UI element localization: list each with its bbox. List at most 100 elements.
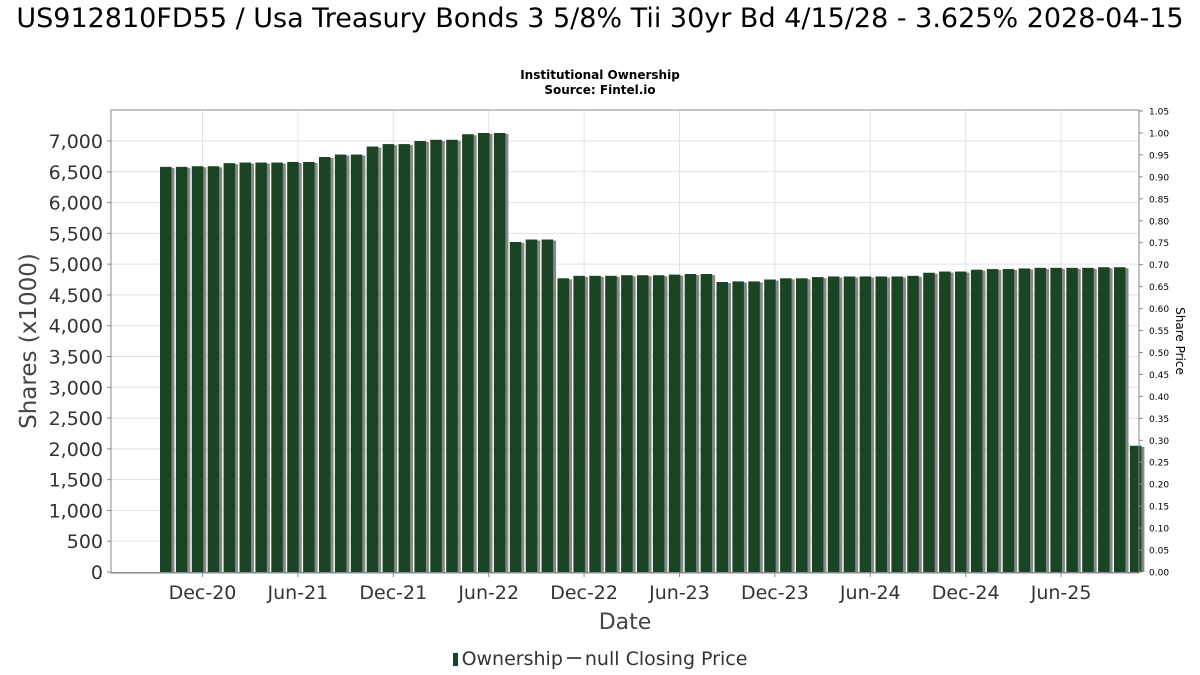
x-tick-label: Dec-24 — [932, 582, 1000, 604]
ownership-bar — [255, 162, 267, 573]
y2-tick-label: 0.30 — [1149, 437, 1169, 447]
y-axis-label: Shares (x1000) — [16, 253, 42, 429]
ownership-bar — [637, 275, 649, 572]
ownership-bar — [478, 132, 490, 572]
ownership-bar — [160, 166, 172, 573]
ownership-bar — [811, 277, 824, 572]
y2-tick-label: 0.95 — [1149, 151, 1169, 161]
y-tick-label: 5,000 — [49, 254, 103, 276]
ownership-bar — [748, 281, 760, 572]
ownership-bar — [446, 139, 458, 573]
y-tick-label: 4,500 — [49, 285, 103, 307]
ownership-bar — [462, 134, 474, 572]
ownership-bar — [907, 275, 919, 572]
subtitle-line-1: Institutional Ownership — [520, 68, 680, 82]
y-tick-label: 1,000 — [49, 500, 103, 522]
y2-tick-label: 0.05 — [1149, 547, 1169, 557]
y2-tick-label: 0.85 — [1149, 195, 1169, 205]
ownership-bar — [668, 274, 681, 572]
y-axis-left: 0 500 1,000 1,500 2,000 2,500 3,000 3,500 4,000 4… — [49, 131, 111, 584]
ownership-bar — [923, 272, 935, 572]
legend-price-label: null Closing Price — [584, 648, 748, 670]
y2-tick-label: 0.10 — [1149, 525, 1169, 535]
ownership-bar — [430, 139, 442, 573]
y2-tick-label: 0.25 — [1149, 459, 1169, 469]
ownership-bar — [986, 269, 999, 572]
ownership-bar — [1034, 267, 1046, 572]
y-tick-label: 6,500 — [49, 162, 103, 184]
ownership-bar — [875, 276, 887, 572]
y-tick-label: 3,000 — [49, 377, 103, 399]
ownership-bar — [891, 276, 903, 572]
legend: Ownership null Closing Price — [0, 648, 1200, 670]
y2-tick-label: 0.60 — [1149, 305, 1169, 315]
ownership-bar — [1002, 269, 1015, 572]
ownership-bar — [700, 273, 713, 572]
x-tick-label: Jun-21 — [267, 582, 329, 604]
y2-tick-label: 0.80 — [1149, 217, 1169, 227]
ownership-bar — [191, 166, 204, 572]
ownership-bar — [652, 275, 665, 572]
y2-tick-label: 0.55 — [1149, 327, 1169, 337]
ownership-bar — [955, 271, 967, 572]
ownership-bar — [684, 273, 697, 572]
ownership-bar — [223, 163, 236, 572]
y-tick-label: 2,500 — [49, 408, 103, 430]
x-axis-label: Date — [599, 610, 652, 635]
ownership-bar — [366, 146, 379, 572]
subtitle-line-2: Source: Fintel.io — [544, 83, 656, 97]
x-tick-label: Dec-21 — [359, 582, 427, 604]
y2-tick-label: 0.35 — [1149, 415, 1169, 425]
legend-ownership-swatch — [452, 653, 458, 666]
y2-tick-label: 1.00 — [1149, 129, 1169, 139]
x-tick-label: Dec-22 — [550, 582, 618, 604]
ownership-bar — [541, 239, 554, 572]
y2-tick-label: 0.40 — [1149, 393, 1169, 403]
y2-tick-label: 1.05 — [1149, 108, 1169, 118]
ownership-bar — [398, 144, 410, 573]
chart-subtitle: Institutional Ownership Source: Fintel.i… — [0, 68, 1200, 98]
ownership-bar — [1066, 267, 1078, 572]
ownership-bar — [350, 154, 363, 572]
ownership-bar — [589, 275, 601, 572]
y2-tick-label: 0.15 — [1149, 503, 1169, 513]
y2-tick-label: 0.50 — [1149, 349, 1169, 359]
x-tick-label: Jun-23 — [648, 582, 710, 604]
ownership-bar — [843, 276, 856, 572]
ownership-bar — [382, 144, 395, 573]
x-tick-label: Jun-25 — [1030, 582, 1092, 604]
ownership-bar — [525, 239, 538, 572]
x-tick-label: Dec-20 — [169, 582, 237, 604]
y2-tick-label: 0.00 — [1149, 569, 1169, 579]
y-tick-label: 4,000 — [49, 316, 103, 338]
ownership-bar — [509, 241, 522, 572]
y-tick-label: 3,500 — [49, 347, 103, 369]
ownership-bar — [207, 166, 220, 572]
y-tick-label: 2,000 — [49, 439, 103, 461]
ownership-bar — [716, 281, 728, 572]
y-axis-right: 0.00 0.05 0.10 0.15 0.20 0.25 0.30 0.35 0.40 0.45… — [1139, 108, 1169, 579]
y2-tick-label: 0.65 — [1149, 283, 1169, 293]
y2-tick-label: 0.45 — [1149, 371, 1169, 381]
ownership-bar — [621, 275, 633, 572]
y-tick-label: 1,500 — [49, 470, 103, 492]
ownership-bar — [1098, 267, 1110, 572]
ownership-bar — [827, 276, 840, 572]
ownership-bar — [796, 278, 808, 572]
y2-tick-label: 0.70 — [1149, 261, 1169, 271]
ownership-bar — [493, 132, 506, 572]
ownership-bar — [764, 279, 776, 572]
ownership-bar — [970, 269, 983, 572]
ownership-bar — [1129, 445, 1142, 572]
ownership-bar — [271, 162, 283, 573]
bars — [160, 132, 1145, 573]
y2-tick-label: 0.90 — [1149, 173, 1169, 183]
ownership-bar — [1114, 267, 1126, 572]
ownership-bar — [859, 276, 872, 572]
ownership-bar — [1082, 267, 1094, 572]
legend-ownership-label: Ownership — [461, 648, 563, 670]
ownership-bar — [732, 281, 744, 572]
x-axis: Dec-20 Jun-21 Dec-21 Jun-22 Dec-22 Jun-23 Dec-… — [111, 572, 1139, 604]
ownership-bar — [287, 161, 299, 573]
x-tick-label: Dec-23 — [741, 582, 809, 604]
